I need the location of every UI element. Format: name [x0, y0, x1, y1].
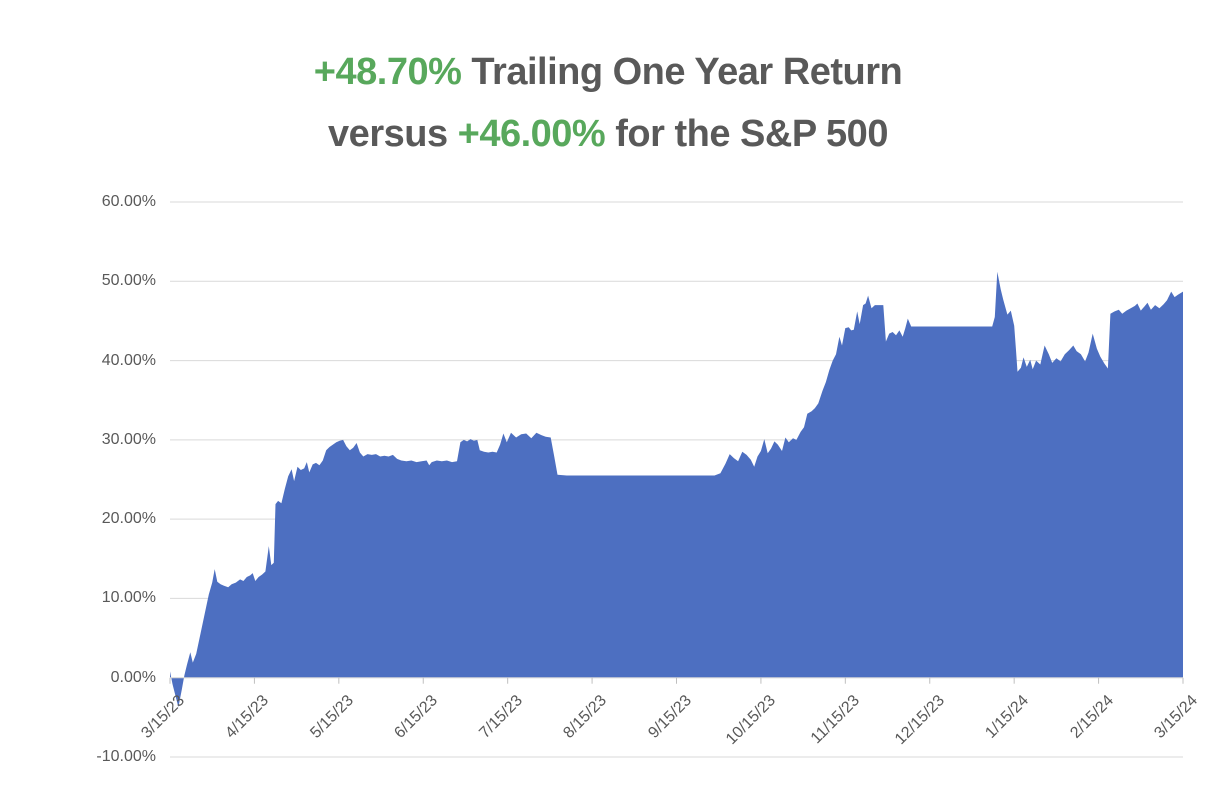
y-axis-label: 10.00%	[101, 589, 156, 607]
chart-title-line-1: +48.70% Trailing One Year Return	[0, 42, 1216, 104]
area-chart	[169, 201, 1184, 758]
title-sp500-value: +46.00%	[457, 112, 606, 155]
y-axis-label: 20.00%	[101, 510, 156, 528]
title-return-value: +48.70%	[313, 51, 462, 93]
y-axis-label: 0.00%	[110, 668, 156, 686]
y-axis-label: 30.00%	[101, 430, 156, 448]
y-axis-label: 40.00%	[101, 351, 156, 369]
title-line2-pre: versus	[328, 112, 458, 155]
plot-area	[169, 201, 1184, 758]
y-axis-label: 50.00%	[101, 272, 156, 290]
chart-title-line-2: versus +46.00% for the S&P 500	[0, 104, 1216, 166]
y-axis-label: 60.00%	[101, 193, 156, 210]
title-line1-text: Trailing One Year Return	[461, 51, 903, 93]
y-axis-label: -10.00%	[96, 748, 156, 765]
chart-title: +48.70% Trailing One Year Return versus …	[0, 42, 1216, 165]
title-line2-text: for the S&P 500	[605, 112, 888, 155]
return-area-series	[170, 271, 1183, 708]
